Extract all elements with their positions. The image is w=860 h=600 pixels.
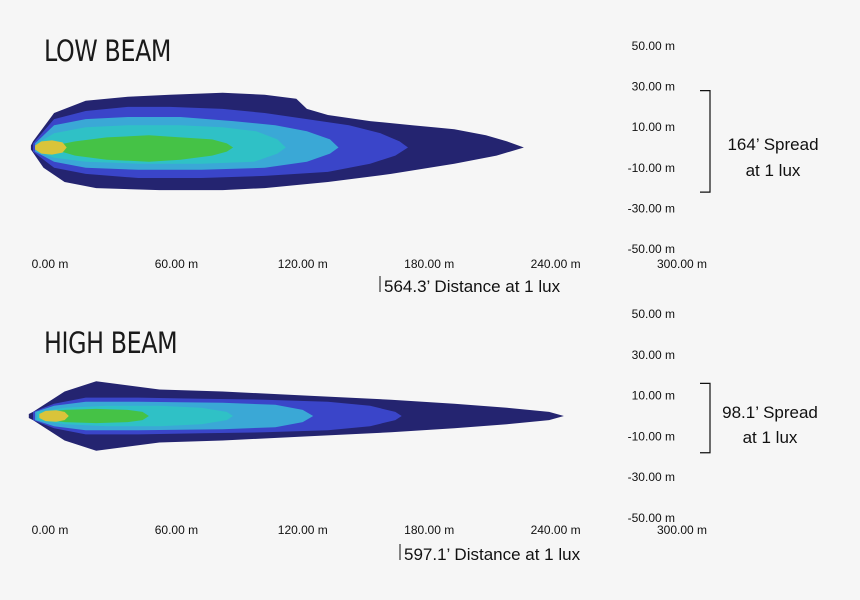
y-axis-ticks: 50.00 m 30.00 m 10.00 m -10.00 m -30.00 m -50… — [628, 39, 675, 256]
distance-label: 597.1’ Distance at 1 lux — [404, 545, 581, 564]
low-beam-title: LOW BEAM — [44, 34, 172, 68]
spread-bracket — [700, 382, 711, 454]
x-tick-label: 300.00 m — [657, 523, 707, 537]
x-tick-label: 60.00 m — [155, 523, 198, 537]
spread-label-line-1: 164’ Spread — [727, 135, 818, 154]
x-tick-label: 180.00 m — [404, 523, 454, 537]
y-tick-label: -50.00 m — [628, 242, 675, 256]
x-tick-label: 0.00 m — [32, 523, 69, 537]
x-tick-label: 120.00 m — [278, 523, 328, 537]
x-axis-ticks: 0.00 m 60.00 m 120.00 m 180.00 m 240.00 m 300… — [32, 523, 707, 537]
beam-contours — [28, 381, 564, 451]
spread-label-line-1: 98.1’ Spread — [722, 403, 818, 422]
beam-contour-5 — [35, 140, 67, 155]
y-tick-label: 50.00 m — [632, 307, 675, 321]
annotations: 98.1’ Spread at 1 lux 597.1’ Distance at 1… — [399, 382, 818, 564]
spread-label-line-2: at 1 lux — [746, 161, 801, 180]
x-tick-label: 0.00 m — [32, 257, 69, 271]
y-tick-label: 30.00 m — [632, 348, 675, 362]
y-tick-label: 50.00 m — [632, 39, 675, 53]
x-tick-label: 240.00 m — [531, 257, 581, 271]
y-tick-label: 30.00 m — [632, 80, 675, 94]
beam-contour-4 — [54, 135, 234, 162]
beam-contour-4 — [41, 408, 149, 424]
distance-label: 564.3’ Distance at 1 lux — [384, 277, 561, 296]
beam-contours — [30, 92, 524, 191]
high-beam-title: HIGH BEAM — [44, 326, 178, 360]
high-beam-panel: HIGH BEAM 0.00 m 60.00 m 120.00 m 180.00 m 2… — [0, 290, 860, 590]
spread-bracket — [700, 90, 711, 193]
x-tick-label: 60.00 m — [155, 257, 198, 271]
spread-label-line-2: at 1 lux — [743, 428, 798, 447]
high-beam-chart: 0.00 m 60.00 m 120.00 m 180.00 m 240.00 m 300… — [28, 307, 818, 564]
x-tick-label: 240.00 m — [531, 523, 581, 537]
low-beam-chart: 0.00 m 60.00 m 120.00 m 180.00 m 240.00 m 300… — [30, 39, 819, 296]
x-axis-ticks: 0.00 m 60.00 m 120.00 m 180.00 m 240.00 m 300… — [32, 257, 707, 271]
y-tick-label: -30.00 m — [628, 201, 675, 215]
x-tick-label: 120.00 m — [278, 257, 328, 271]
low-beam-panel: LOW BEAM 0.00 m 60.00 m 120.00 m 180.00 m 24… — [30, 34, 819, 296]
y-tick-label: 10.00 m — [632, 120, 675, 134]
y-axis-ticks: 50.00 m 30.00 m 10.00 m -10.00 m -30.00 m -50… — [628, 307, 675, 525]
x-tick-label: 300.00 m — [657, 257, 707, 271]
y-tick-label: -30.00 m — [628, 470, 675, 484]
x-tick-label: 180.00 m — [404, 257, 454, 271]
annotations: 164’ Spread at 1 lux 564.3’ Distance at 1 … — [379, 90, 819, 296]
y-tick-label: -50.00 m — [628, 511, 675, 525]
y-tick-label: 10.00 m — [632, 389, 675, 403]
beam-contour-5 — [39, 410, 69, 422]
y-tick-label: -10.00 m — [628, 161, 675, 175]
y-tick-label: -10.00 m — [628, 429, 675, 443]
